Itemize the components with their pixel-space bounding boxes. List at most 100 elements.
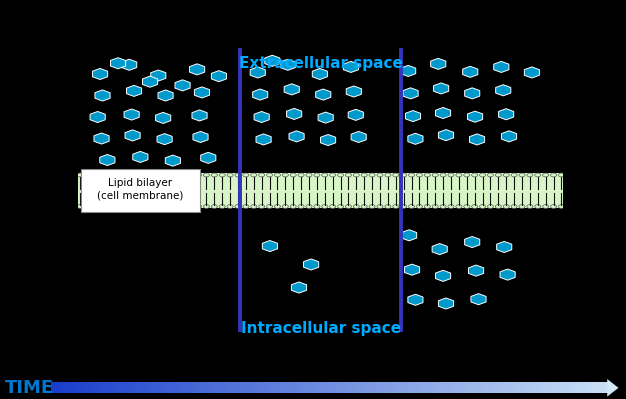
Bar: [96, 382, 102, 393]
Bar: [224, 382, 230, 393]
Polygon shape: [434, 83, 449, 94]
Bar: [536, 382, 543, 393]
Circle shape: [180, 173, 186, 177]
Circle shape: [125, 173, 131, 177]
Polygon shape: [316, 89, 331, 100]
Polygon shape: [193, 131, 208, 142]
Circle shape: [503, 205, 509, 208]
Circle shape: [203, 173, 210, 177]
Bar: [285, 382, 292, 393]
Bar: [180, 382, 186, 393]
Circle shape: [543, 173, 548, 177]
Circle shape: [259, 205, 265, 208]
Bar: [252, 382, 259, 393]
Polygon shape: [494, 61, 509, 73]
Bar: [163, 382, 169, 393]
Bar: [347, 382, 353, 393]
Bar: [559, 382, 565, 393]
Bar: [291, 382, 297, 393]
Circle shape: [448, 173, 454, 177]
Circle shape: [464, 173, 470, 177]
Circle shape: [188, 173, 193, 177]
Circle shape: [361, 173, 367, 177]
Circle shape: [401, 173, 407, 177]
Circle shape: [527, 173, 533, 177]
Polygon shape: [500, 269, 515, 280]
Polygon shape: [175, 80, 190, 91]
Bar: [174, 382, 180, 393]
Bar: [336, 382, 342, 393]
Bar: [542, 382, 548, 393]
Bar: [386, 382, 393, 393]
Circle shape: [432, 205, 438, 208]
Bar: [241, 382, 247, 393]
Bar: [525, 382, 531, 393]
Circle shape: [424, 173, 430, 177]
Polygon shape: [121, 59, 136, 70]
Polygon shape: [133, 151, 148, 162]
Bar: [369, 382, 376, 393]
Circle shape: [543, 205, 548, 208]
Circle shape: [133, 205, 138, 208]
Polygon shape: [403, 88, 418, 99]
Circle shape: [346, 205, 351, 208]
Circle shape: [519, 205, 525, 208]
Bar: [603, 382, 610, 393]
Circle shape: [306, 205, 312, 208]
Circle shape: [140, 205, 146, 208]
Circle shape: [369, 173, 375, 177]
Polygon shape: [607, 379, 618, 397]
Polygon shape: [432, 243, 447, 255]
Bar: [90, 382, 96, 393]
Circle shape: [409, 205, 414, 208]
Polygon shape: [201, 152, 216, 164]
Circle shape: [306, 173, 312, 177]
Bar: [397, 382, 403, 393]
Bar: [130, 382, 136, 393]
Circle shape: [172, 205, 178, 208]
Polygon shape: [190, 64, 205, 75]
Bar: [213, 382, 219, 393]
Circle shape: [180, 205, 186, 208]
Polygon shape: [304, 259, 319, 270]
Circle shape: [471, 205, 478, 208]
Bar: [475, 382, 481, 393]
Bar: [80, 382, 85, 393]
Polygon shape: [105, 176, 120, 187]
Circle shape: [495, 173, 501, 177]
Polygon shape: [90, 111, 105, 122]
Circle shape: [377, 173, 383, 177]
Circle shape: [322, 205, 328, 208]
Circle shape: [164, 173, 170, 177]
Bar: [414, 382, 420, 393]
Circle shape: [164, 205, 170, 208]
Bar: [341, 382, 347, 393]
Bar: [247, 382, 253, 393]
Polygon shape: [321, 134, 336, 146]
Bar: [280, 382, 286, 393]
Polygon shape: [438, 298, 454, 309]
Bar: [146, 382, 152, 393]
Circle shape: [519, 173, 525, 177]
Circle shape: [77, 173, 83, 177]
Circle shape: [290, 173, 296, 177]
Polygon shape: [406, 111, 421, 122]
Circle shape: [346, 173, 351, 177]
Circle shape: [101, 173, 107, 177]
Polygon shape: [195, 87, 210, 98]
Bar: [235, 382, 242, 393]
Circle shape: [480, 205, 486, 208]
Polygon shape: [468, 111, 483, 122]
Bar: [107, 382, 113, 393]
Polygon shape: [496, 85, 511, 96]
Circle shape: [353, 173, 359, 177]
Bar: [531, 382, 537, 393]
Circle shape: [409, 173, 414, 177]
Circle shape: [267, 205, 272, 208]
Text: Lipid bilayer
(cell membrane): Lipid bilayer (cell membrane): [97, 178, 183, 200]
Bar: [431, 382, 437, 393]
Text: Intracellular space: Intracellular space: [241, 321, 401, 336]
Bar: [74, 382, 80, 393]
Circle shape: [424, 205, 430, 208]
Bar: [381, 382, 387, 393]
